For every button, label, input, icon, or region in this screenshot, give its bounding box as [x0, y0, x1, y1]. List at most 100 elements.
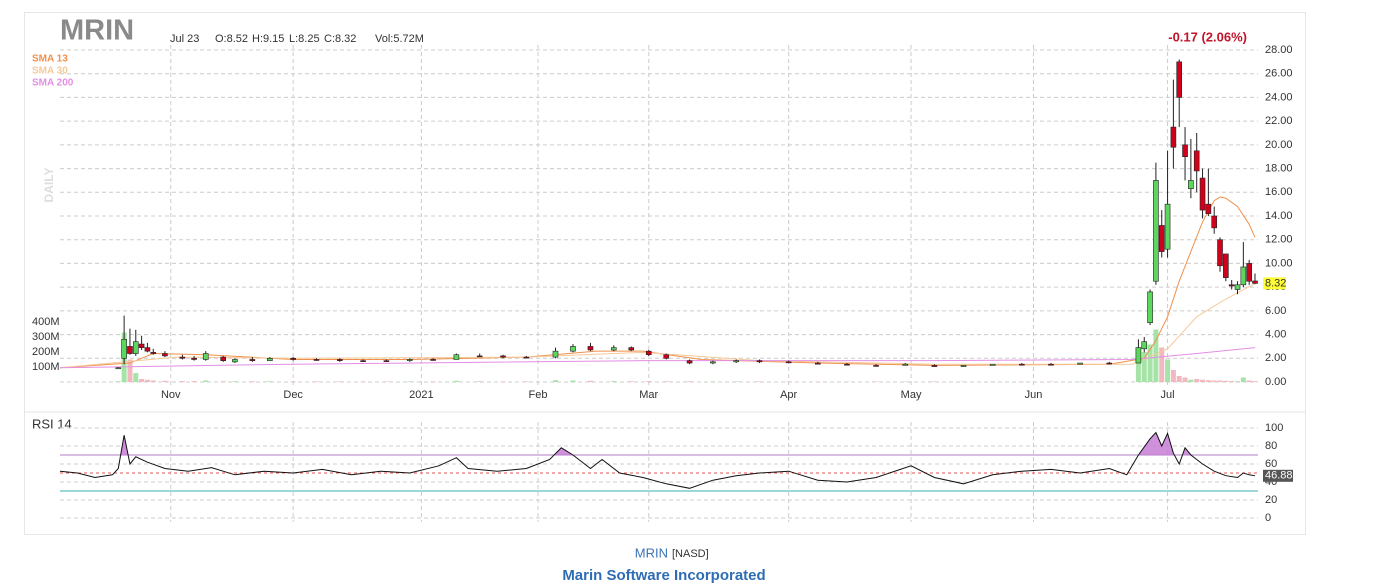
candle-body — [138, 343, 145, 348]
candle-body — [1234, 284, 1241, 290]
sma-line — [59, 196, 1256, 369]
sma-line — [59, 283, 1256, 369]
candle-body — [179, 356, 186, 359]
company-name: Marin Software Incorporated — [562, 567, 765, 584]
volume-bar — [1229, 381, 1235, 382]
volume-bar — [1217, 380, 1223, 382]
candle-body — [1199, 177, 1206, 211]
candle-body — [733, 360, 739, 363]
y-tick-label: 4.00 — [1265, 328, 1286, 340]
rsi-tick-label: 60 — [1265, 458, 1277, 470]
volume-bar — [267, 381, 273, 382]
candle-body — [202, 353, 209, 360]
candle-body — [1164, 203, 1171, 250]
close-text: C:8.32 — [324, 33, 356, 45]
volume-bar — [232, 381, 238, 382]
candle-body — [1252, 280, 1258, 284]
candle-body — [570, 346, 576, 352]
candle-body — [191, 357, 197, 360]
candle-body — [150, 352, 157, 354]
volume-bar — [628, 381, 634, 382]
candle-body — [290, 357, 296, 360]
volume-bar — [1182, 377, 1188, 382]
volume-bar — [663, 381, 669, 382]
candle-body — [220, 356, 227, 361]
candle-body — [785, 361, 792, 364]
sma-line — [59, 347, 1256, 369]
candle-body — [267, 357, 273, 361]
volume-bar — [150, 380, 156, 382]
x-tick-label: Jun — [1025, 389, 1043, 401]
y-tick-label: 14.00 — [1265, 210, 1293, 222]
symbol: MRIN — [60, 15, 134, 47]
legend-entry: SMA 200 — [32, 78, 74, 89]
volume-bar — [191, 381, 197, 382]
volume-bar — [127, 359, 133, 382]
x-tick-label: 2021 — [409, 389, 433, 401]
candle-body — [1217, 239, 1223, 267]
volume-bar — [1170, 370, 1176, 382]
y-tick-label: 20.00 — [1265, 139, 1293, 151]
rsi-fill — [60, 432, 1255, 455]
volume-bar — [133, 373, 139, 382]
volume-tick-label: 300M — [32, 331, 60, 343]
candle-body — [476, 355, 483, 358]
volume-bar — [1205, 380, 1211, 382]
last-price-label: 8.32 — [1265, 277, 1286, 289]
y-tick-label: 26.00 — [1265, 68, 1293, 80]
candle-body — [587, 346, 594, 351]
candle-body — [523, 356, 530, 359]
candle-body — [430, 359, 436, 361]
candle-body — [1211, 215, 1217, 229]
legend-entry: SMA 13 — [32, 54, 68, 65]
candle-body — [115, 367, 122, 370]
volume-bar — [179, 381, 185, 382]
candle-body — [1205, 203, 1212, 214]
candle-body — [1223, 253, 1229, 278]
rsi-line — [59, 431, 1256, 489]
date: Jul 23 — [170, 33, 199, 45]
volume-text: Vol:5.72M — [375, 33, 424, 45]
volume-bar — [587, 380, 593, 382]
y-tick-label: 18.00 — [1265, 162, 1293, 174]
candle-body — [383, 360, 390, 362]
candle-body — [162, 353, 168, 357]
volume-tick-label: 400M — [32, 316, 60, 328]
candle-body — [500, 355, 506, 358]
volume-bar — [710, 381, 716, 382]
volume-tick-label: 100M — [32, 361, 60, 373]
candle-body — [902, 363, 909, 366]
volume-tick-label: 200M — [32, 346, 60, 358]
volume-bar — [477, 381, 483, 382]
volume-bar — [453, 380, 459, 382]
volume-bar — [1240, 377, 1246, 382]
candle-body — [1147, 291, 1153, 324]
legend-entry: SMA 30 — [32, 66, 68, 77]
candle-body — [1188, 180, 1194, 190]
rsi-tick-label: 100 — [1265, 422, 1283, 434]
footer-symbol: MRIN — [635, 545, 668, 560]
x-tick-label: Apr — [780, 389, 797, 401]
volume-bar — [1159, 347, 1165, 382]
x-tick-label: Nov — [161, 389, 181, 401]
y-tick-label: 16.00 — [1265, 186, 1293, 198]
candle-body — [1106, 362, 1113, 365]
candle-body — [844, 363, 850, 366]
period: DAILY — [42, 168, 56, 203]
candle-body — [1077, 362, 1083, 365]
volume-bar — [1194, 379, 1200, 382]
rsi-last-box — [1263, 469, 1293, 482]
candle-body — [1135, 347, 1142, 364]
candle-body — [815, 362, 821, 365]
candle-body — [1141, 341, 1148, 350]
candle-body — [337, 359, 343, 361]
volume-bar — [1223, 380, 1229, 382]
x-tick-label: May — [901, 389, 922, 401]
volume-bar — [1147, 344, 1153, 382]
last-price-box — [1263, 277, 1286, 290]
x-tick-label: Feb — [529, 389, 548, 401]
y-tick-label: 6.00 — [1265, 305, 1286, 317]
x-tick-label: Mar — [639, 389, 658, 401]
candle-body — [960, 365, 967, 367]
